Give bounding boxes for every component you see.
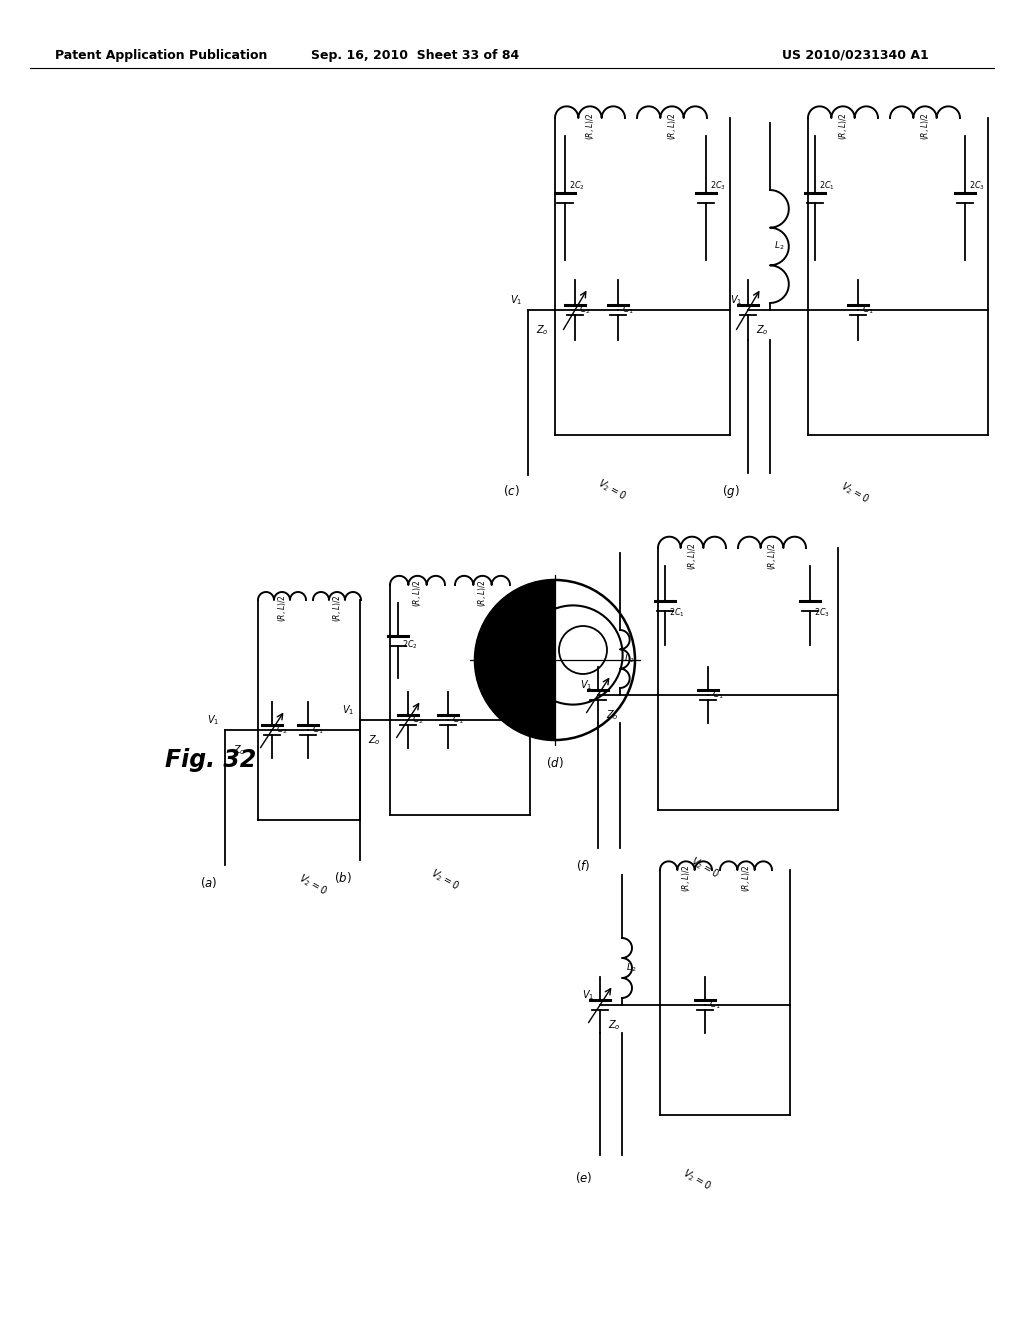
Text: $(a)$: $(a)$ [200,875,217,890]
Text: $(R,L)/2$: $(R,L)/2$ [686,543,698,570]
Text: $V_2=0$: $V_2=0$ [296,871,330,899]
Text: $C_2$: $C_2$ [579,304,591,317]
Text: $Z_o$: $Z_o$ [608,1018,621,1032]
Text: $2C_3$: $2C_3$ [710,180,726,193]
Text: $Z_o$: $Z_o$ [606,708,618,722]
Text: $V_1$: $V_1$ [582,989,594,1002]
Text: $V_2=0$: $V_2=0$ [838,479,871,507]
Text: $C_1$: $C_1$ [312,723,324,737]
Text: $(R,L)/2$: $(R,L)/2$ [766,543,778,570]
Text: $C_1$: $C_1$ [452,714,464,726]
Text: $L_2$: $L_2$ [624,653,635,665]
Text: $2C_3$: $2C_3$ [814,607,829,619]
Text: $(R,L)/2$: $(R,L)/2$ [476,579,488,607]
Text: $V_1$: $V_1$ [580,678,592,692]
Text: $V_1$: $V_1$ [730,293,742,308]
Text: $(R,L)/2$: $(R,L)/2$ [584,112,596,140]
Text: $C_1$: $C_1$ [862,304,873,317]
Text: $V_1$: $V_1$ [342,704,354,717]
Text: $(g)$: $(g)$ [722,483,740,500]
Text: $2C_2$: $2C_2$ [402,639,418,651]
Text: $(R,L)/2$: $(R,L)/2$ [837,112,849,140]
Text: $2C_3$: $2C_3$ [514,639,529,651]
Text: US 2010/0231340 A1: US 2010/0231340 A1 [781,49,929,62]
Text: $(c)$: $(c)$ [504,483,520,498]
Text: $Z_o$: $Z_o$ [536,323,549,337]
Text: $C_2$: $C_2$ [412,714,424,726]
Text: $V_1$: $V_1$ [510,293,522,308]
Text: $2C_1$: $2C_1$ [669,607,685,619]
Text: $(d)$: $(d)$ [546,755,564,770]
Text: $V_2=0$: $V_2=0$ [428,866,462,894]
Text: $Z_o$: $Z_o$ [368,733,381,747]
Text: $(R,L)/2$: $(R,L)/2$ [411,579,423,607]
Text: $C_2$: $C_2$ [276,723,288,737]
Text: $C_1$: $C_1$ [712,689,724,701]
Text: Patent Application Publication: Patent Application Publication [55,49,267,62]
Text: $V_1$: $V_1$ [207,713,219,727]
Text: $(b)$: $(b)$ [335,870,352,884]
Text: $V_2=0$: $V_2=0$ [595,477,629,504]
Text: $C_1$: $C_1$ [709,999,721,1011]
Text: $V_2=0$: $V_2=0$ [680,1167,714,1193]
Text: $(R,L)/2$: $(R,L)/2$ [919,112,931,140]
Text: $L_2$: $L_2$ [774,240,784,252]
Text: $(R,L)/2$: $(R,L)/2$ [666,112,678,140]
Text: Sep. 16, 2010  Sheet 33 of 84: Sep. 16, 2010 Sheet 33 of 84 [311,49,519,62]
Text: $(f)$: $(f)$ [575,858,590,873]
Text: $C_1$: $C_1$ [622,304,634,317]
Text: $Z_o$: $Z_o$ [756,323,769,337]
Text: $(R,L)/2$: $(R,L)/2$ [740,865,752,892]
Text: $Z_o$: $Z_o$ [233,743,246,756]
Text: $(e)$: $(e)$ [574,1170,592,1185]
Text: $(R,L)/2$: $(R,L)/2$ [680,865,692,892]
Text: Fig. 32: Fig. 32 [165,748,256,772]
Text: $2C_2$: $2C_2$ [569,180,585,193]
Polygon shape [475,579,555,741]
Text: $(R,L)/2$: $(R,L)/2$ [331,594,343,622]
Text: $2C_3$: $2C_3$ [969,180,985,193]
Text: $2C_1$: $2C_1$ [819,180,835,193]
Text: $L_2$: $L_2$ [626,962,637,974]
Text: $(R,L)/2$: $(R,L)/2$ [276,594,288,622]
Text: $V_2=0$: $V_2=0$ [688,854,722,882]
